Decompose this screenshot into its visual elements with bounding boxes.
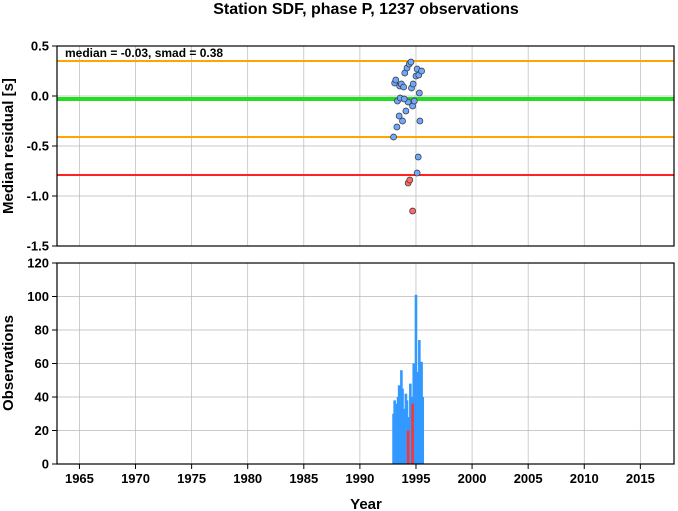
xtick-label: 1995 (402, 471, 431, 486)
residual-point (413, 169, 421, 177)
xtick-label: 2000 (458, 471, 487, 486)
xtick-label: 1990 (345, 471, 374, 486)
xtick-label: 1965 (65, 471, 94, 486)
residual-point (400, 95, 408, 103)
bottom-panel-grid (57, 262, 674, 465)
residual-point (414, 153, 422, 161)
bottom-panel-x-ticks: 1965 1970 1975 1980 1985 1990 1995 2000 2005 2010… (65, 464, 655, 486)
xtick-label: 1975 (177, 471, 206, 486)
chart-title: Station SDF, phase P, 1237 observations (213, 1, 519, 18)
top-ytick-label: 0.0 (31, 89, 49, 104)
residual-point (399, 117, 406, 125)
bottom-ytick-label: 0 (42, 457, 49, 472)
top-ytick-label: 0.5 (31, 39, 49, 54)
residual-point (392, 76, 400, 84)
residual-point (409, 207, 416, 215)
observation-bar (406, 430, 410, 464)
observation-bar (421, 397, 425, 464)
residual-point (415, 89, 423, 97)
residual-point (395, 112, 403, 120)
bottom-panel-ylabel: Observations (0, 315, 17, 411)
bottom-panel-y-ticks: 0 20 40 60 80 100 120 (27, 256, 57, 472)
bottom-panel-bars (392, 294, 425, 464)
observation-bar (411, 403, 414, 464)
xtick-label: 1985 (289, 471, 318, 486)
residual-point (418, 67, 425, 75)
top-panel-y-ticks: -1.5 -1.0 -0.5 0.0 0.5 (27, 39, 57, 254)
bottom-ytick-label: 40 (35, 390, 49, 405)
xtick-label: 2010 (570, 471, 599, 486)
bottom-ytick-label: 120 (27, 256, 49, 271)
bottom-ytick-label: 20 (35, 423, 49, 438)
residual-point (407, 58, 415, 66)
bottom-ytick-label: 80 (35, 323, 49, 338)
residual-point (400, 83, 407, 91)
top-ytick-label: -0.5 (27, 139, 49, 154)
top-ytick-label: -1.5 (27, 239, 49, 254)
residual-point (402, 107, 410, 115)
top-panel-reference-lines (57, 60, 674, 176)
xtick-label: 2015 (626, 471, 655, 486)
xtick-label: 1970 (121, 471, 150, 486)
top-panel-grid (57, 45, 674, 247)
residual-point (410, 97, 418, 105)
residual-point (390, 133, 397, 141)
residual-point (393, 123, 401, 131)
residual-point (406, 176, 414, 184)
top-panel-points (390, 58, 425, 215)
xtick-label: 1980 (233, 471, 262, 486)
median-annotation: median = -0.03, smad = 0.38 (65, 46, 223, 60)
bottom-ytick-label: 60 (35, 356, 49, 371)
xtick-label: 2005 (514, 471, 543, 486)
x-axis-label: Year (350, 496, 382, 511)
bottom-ytick-label: 100 (27, 289, 49, 304)
top-panel-ylabel: Median residual [s] (0, 78, 17, 214)
residual-point (416, 117, 424, 125)
residual-point (409, 80, 417, 88)
top-ytick-label: -1.0 (27, 189, 49, 204)
